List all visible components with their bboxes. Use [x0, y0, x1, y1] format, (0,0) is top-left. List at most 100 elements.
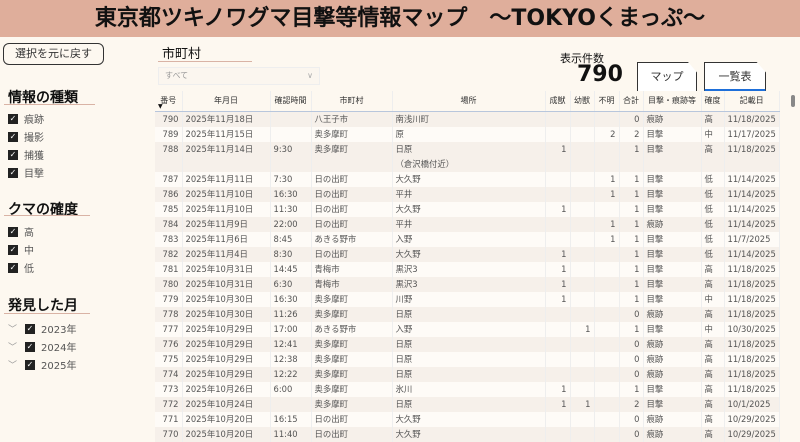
- table-row[interactable]: 785 2025年11月10日 11:30 日の出町 大久野 1 1 目撃低 11/14/202…: [155, 201, 780, 217]
- checkbox-info-type-1[interactable]: ✓ 撮影: [8, 129, 44, 144]
- table-cell: 痕跡: [643, 216, 702, 232]
- checkbox-certainty-low[interactable]: ✓ 低: [8, 260, 34, 275]
- table-cell: 日原: [392, 366, 546, 382]
- table-row[interactable]: 789 2025年11月15日 奥多摩町原 2 2 目撃中 11/17/2025: [155, 126, 780, 142]
- table-row[interactable]: 790 2025年11月18日 八王子市 南浅川町 0 痕跡高 11/18/2025: [155, 111, 780, 127]
- column-header[interactable]: 場所: [392, 91, 546, 112]
- checkbox-label: 2023年: [41, 325, 77, 336]
- vertical-scrollbar[interactable]: [791, 95, 795, 107]
- column-header[interactable]: 確度: [701, 91, 725, 112]
- table-cell: 奥多摩町: [311, 381, 393, 397]
- expand-chevron-icon[interactable]: ﹀: [8, 361, 18, 371]
- table-cell: 2025年11月18日: [182, 111, 271, 127]
- table-row[interactable]: 780 2025年10月31日 6:30 青梅市 黒沢3 1 1 目撃高 11/18/2025: [155, 276, 780, 292]
- column-header[interactable]: 合計: [619, 91, 644, 112]
- table-cell: 入野: [392, 321, 546, 337]
- table-row[interactable]: 770 2025年10月20日 11:40 日の出町 大久野 0 痕跡高 10/29/2025: [155, 426, 780, 442]
- column-header[interactable]: 市町村: [311, 91, 393, 112]
- table-cell: 0: [619, 306, 644, 322]
- table-row[interactable]: 782 2025年11月4日 8:30 日の出町 大久野 1 1 目撃低 11/14/2025: [155, 246, 780, 262]
- table-cell: 11:26: [270, 306, 312, 322]
- table-cell: [545, 351, 571, 367]
- table-row[interactable]: 774 2025年10月29日 12:22 奥多摩町 日原 0 痕跡高 11/18/2025: [155, 366, 780, 382]
- column-header[interactable]: 幼獣: [570, 91, 595, 112]
- table-row[interactable]: 786 2025年11月10日 16:30 日の出町 平井 1 1 目撃低 11/14/2025: [155, 186, 780, 202]
- table-cell: 奥多摩町: [311, 336, 393, 352]
- table-cell: 2: [619, 396, 644, 412]
- column-header[interactable]: 番号: [155, 91, 183, 112]
- table-cell: 日原: [392, 396, 546, 412]
- column-header[interactable]: 不明: [594, 91, 620, 112]
- table-row[interactable]: 778 2025年10月30日 11:26 奥多摩町 日原 0 痕跡高 11/18/2025: [155, 306, 780, 322]
- table-cell: 2025年10月30日: [182, 306, 271, 322]
- expand-chevron-icon[interactable]: ﹀: [8, 343, 18, 353]
- checkbox-year-2024[interactable]: ﹀ ✓ 2024年: [8, 339, 76, 354]
- table-cell: 0: [619, 366, 644, 382]
- checkbox-checked-icon: ✓: [25, 323, 36, 334]
- column-header[interactable]: 目撃・痕跡等: [643, 91, 702, 112]
- table-cell: [570, 246, 595, 262]
- table-row[interactable]: 787 2025年11月11日 7:30 日の出町 大久野 1 1 目撃低 11/14/2025: [155, 171, 780, 187]
- table-cell: 奥多摩町: [311, 126, 393, 142]
- table-cell: 目撃: [643, 291, 702, 307]
- tab-list[interactable]: 一覧表: [704, 62, 766, 92]
- table-cell: 奥多摩町: [311, 306, 393, 322]
- table-cell: 1: [594, 171, 620, 187]
- reset-selection-button[interactable]: 選択を元に戻す: [3, 43, 104, 65]
- table-cell: [270, 111, 312, 127]
- table-cell: 2025年11月15日: [182, 126, 271, 142]
- checkbox-info-type-3[interactable]: ✓ 目撃: [8, 165, 44, 180]
- table-row[interactable]: 777 2025年10月29日 17:00 あきる野市 入野 1 1 目撃中 10/30/202…: [155, 321, 780, 337]
- table-cell: 10/1/2025: [724, 396, 780, 412]
- table-cell: 11/14/2025: [724, 216, 780, 232]
- checkbox-info-type-2[interactable]: ✓ 捕獲: [8, 147, 44, 162]
- table-row[interactable]: 771 2025年10月20日 16:15 日の出町 大久野 0 痕跡高 10/29/2025: [155, 411, 780, 427]
- table-cell: 1: [545, 396, 571, 412]
- table-row[interactable]: 788 2025年11月14日 9:30 奥多摩町 日原 （倉沢橋付近） 1 1 目撃高 11/…: [155, 141, 780, 172]
- table-cell: 11/18/2025: [724, 276, 780, 292]
- table-row[interactable]: 776 2025年10月29日 12:41 奥多摩町 日原 0 痕跡高 11/18/2025: [155, 336, 780, 352]
- table-cell: 高: [701, 141, 725, 172]
- table-cell: 高: [701, 261, 725, 277]
- table-cell: 1: [570, 321, 595, 337]
- table-cell: 2025年10月29日: [182, 321, 271, 337]
- table-row[interactable]: 772 2025年10月24日 奥多摩町 日原 1 1 2 目撃高 10/1/2025: [155, 396, 780, 412]
- checkbox-checked-icon: ✓: [8, 167, 18, 178]
- table-cell: 中: [701, 126, 725, 142]
- sort-descending-icon[interactable]: ▼: [158, 103, 163, 110]
- table-cell: 高: [701, 426, 725, 442]
- column-header[interactable]: 記載日: [724, 91, 780, 112]
- table-row[interactable]: 781 2025年10月31日 14:45 青梅市 黒沢3 1 1 目撃高 11/18/2025: [155, 261, 780, 277]
- checkbox-checked-icon: ✓: [8, 244, 18, 255]
- table-cell: [545, 126, 571, 142]
- table-cell: 1: [545, 246, 571, 262]
- divider: [158, 61, 252, 62]
- table-row[interactable]: 779 2025年10月30日 16:30 奥多摩町 川野 1 1 目撃中 11/18/2025: [155, 291, 780, 307]
- column-header[interactable]: 確認時間: [270, 91, 312, 112]
- checkbox-year-2025[interactable]: ﹀ ✓ 2025年: [8, 357, 76, 372]
- table-cell: 12:22: [270, 366, 312, 382]
- table-cell: 奥多摩町: [311, 141, 393, 172]
- column-header[interactable]: 成獣: [545, 91, 571, 112]
- table-row[interactable]: 773 2025年10月26日 6:00 奥多摩町 氷川 1 1 目撃高 11/18/2025: [155, 381, 780, 397]
- table-cell: [594, 111, 620, 127]
- expand-chevron-icon[interactable]: ﹀: [8, 325, 18, 335]
- column-header[interactable]: 年月日: [182, 91, 271, 112]
- table-cell: 773: [155, 381, 183, 397]
- table-cell: 日の出町: [311, 171, 393, 187]
- checkbox-year-2023[interactable]: ﹀ ✓ 2023年: [8, 321, 76, 336]
- table-row[interactable]: 784 2025年11月9日 22:00 日の出町 平井 1 1 痕跡低 11/14/2025: [155, 216, 780, 232]
- table-cell: 790: [155, 111, 183, 127]
- table-row[interactable]: 775 2025年10月29日 12:38 奥多摩町 日原 0 痕跡高 11/18/2025: [155, 351, 780, 367]
- tab-map[interactable]: マップ: [637, 62, 697, 92]
- municipality-dropdown[interactable]: すべて ∨: [158, 67, 320, 85]
- table-cell: [594, 426, 620, 442]
- checkbox-label: 2025年: [41, 361, 77, 372]
- table-cell: 1: [545, 261, 571, 277]
- checkbox-certainty-high[interactable]: ✓ 高: [8, 224, 34, 239]
- table-cell: 787: [155, 171, 183, 187]
- checkbox-info-type-0[interactable]: ✓ 痕跡: [8, 111, 44, 126]
- table-cell: 大久野: [392, 411, 546, 427]
- table-row[interactable]: 783 2025年11月6日 8:45 あきる野市 入野 1 1 目撃低 11/7/2025: [155, 231, 780, 247]
- checkbox-certainty-mid[interactable]: ✓ 中: [8, 242, 34, 257]
